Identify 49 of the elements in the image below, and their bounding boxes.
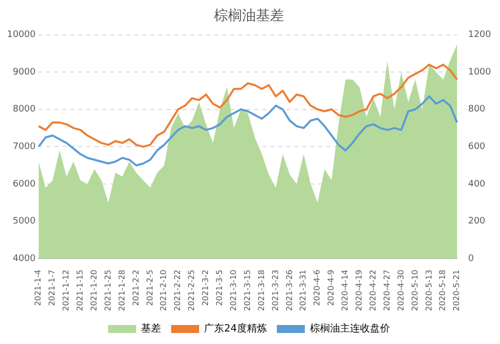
x-tick-label: 2020-4-19 [354, 270, 364, 312]
x-tick-label: 2021-1-4 [34, 270, 43, 306]
x-tick-label: 2020-4-6 [312, 270, 322, 306]
legend-label: 广东24度精炼 [204, 322, 267, 335]
x-tick-label: 2020-5-18 [438, 270, 448, 312]
x-tick-label: 2021-3-15 [242, 270, 252, 312]
x-tick-label: 2020-5-10 [410, 270, 420, 312]
y-tick-label: 7000 [12, 142, 36, 152]
x-tick-label: 2021-2-5 [145, 270, 154, 306]
x-tick-label: 2021-1-12 [62, 270, 71, 312]
x-tick-label: 2021-3-26 [284, 270, 294, 312]
y-tick-label: 5000 [12, 216, 36, 227]
x-tick-label: 2021-3-23 [270, 270, 280, 312]
x-tick-label: 2020-4-9 [326, 270, 336, 306]
legend-label: 棕榈油主连收盘价 [310, 322, 390, 335]
x-tick-label: 2021-2-25 [187, 270, 196, 312]
x-tick-label: 2020-5-21 [452, 270, 462, 312]
y-tick-label: 4000 [12, 254, 36, 264]
y2-tick-label: 1000 [468, 67, 492, 78]
y2-tick-label: 200 [468, 216, 486, 227]
y2-tick-label: 1200 [468, 30, 492, 40]
x-tick-label: 2020-4-27 [382, 270, 392, 312]
x-tick-label: 2021-1-25 [103, 270, 112, 312]
x-tick-label: 2021-1-7 [48, 270, 57, 306]
legend-label: 基差 [141, 322, 162, 335]
x-tick-label: 2020-4-22 [368, 270, 378, 312]
y2-tick-label: 600 [468, 142, 486, 152]
x-tick-label: 2021-3-31 [298, 270, 308, 312]
x-tick-label: 2021-2-2 [131, 270, 140, 306]
y-tick-label: 6000 [12, 179, 36, 190]
x-tick-label: 2021-2-10 [159, 270, 168, 312]
x-tick-label: 2021-3-5 [215, 270, 224, 306]
x-tick-label: 2021-3-18 [256, 270, 266, 312]
y-tick-label: 9000 [12, 67, 36, 78]
x-tick-label: 2021-2-22 [173, 270, 182, 312]
x-tick-label: 2020-4-14 [340, 270, 350, 312]
y-tick-label: 10000 [6, 30, 36, 40]
chart-title: 棕榈油基差 [214, 8, 284, 24]
x-tick-label: 2020-4-30 [396, 270, 406, 312]
x-tick-label: 2021-1-28 [117, 270, 126, 312]
x-tick-label: 2021-3-2 [201, 270, 210, 306]
y2-tick-label: 0 [468, 254, 474, 264]
x-tick-label: 2021-3-10 [228, 270, 238, 312]
x-tick-label: 2020-5-13 [424, 270, 434, 312]
x-tick-label: 2021-1-15 [76, 270, 85, 312]
y2-tick-label: 400 [468, 179, 486, 190]
y-tick-label: 8000 [12, 104, 36, 115]
y2-tick-label: 800 [468, 104, 486, 115]
x-tick-label: 2021-1-20 [90, 270, 99, 312]
